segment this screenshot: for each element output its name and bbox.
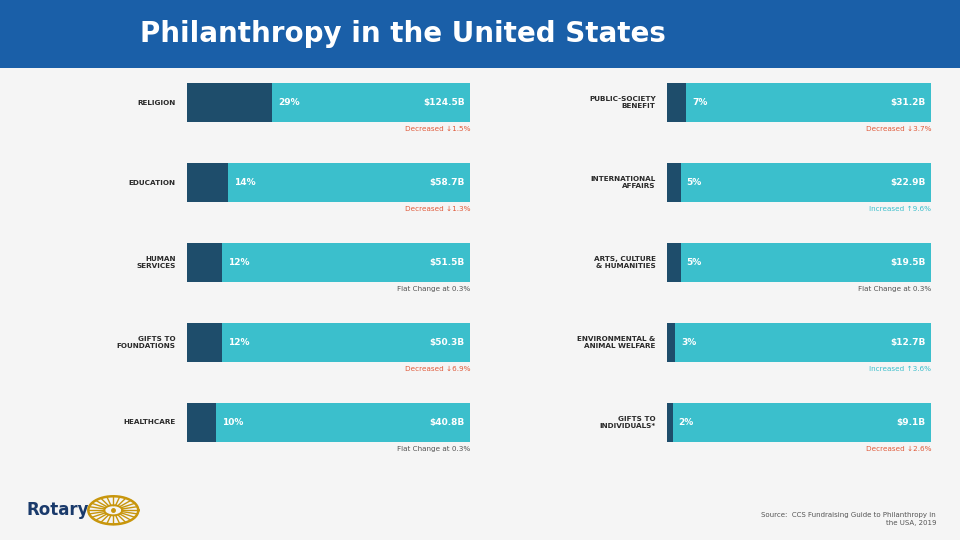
Text: $9.1B: $9.1B <box>897 418 925 427</box>
Text: Increased ↑3.6%: Increased ↑3.6% <box>869 366 931 372</box>
FancyBboxPatch shape <box>667 83 686 122</box>
Text: INTERNATIONAL
AFFAIRS: INTERNATIONAL AFFAIRS <box>590 176 656 189</box>
FancyBboxPatch shape <box>223 243 470 282</box>
Text: HEALTHCARE: HEALTHCARE <box>124 419 176 426</box>
Text: Decreased ↓1.3%: Decreased ↓1.3% <box>405 206 470 212</box>
Text: RELIGION: RELIGION <box>137 99 176 106</box>
Text: $58.7B: $58.7B <box>429 178 465 187</box>
Text: 7%: 7% <box>692 98 708 107</box>
Text: Decreased ↓3.7%: Decreased ↓3.7% <box>866 126 931 132</box>
Text: Flat Change at 0.3%: Flat Change at 0.3% <box>397 446 470 452</box>
Text: 10%: 10% <box>223 418 244 427</box>
Text: Flat Change at 0.3%: Flat Change at 0.3% <box>397 286 470 292</box>
FancyBboxPatch shape <box>187 163 228 202</box>
Text: GIFTS TO
FOUNDATIONS: GIFTS TO FOUNDATIONS <box>117 335 176 349</box>
Text: ARTS, CULTURE
& HUMANITIES: ARTS, CULTURE & HUMANITIES <box>593 255 656 269</box>
Text: PUBLIC-SOCIETY
BENEFIT: PUBLIC-SOCIETY BENEFIT <box>588 96 656 109</box>
Text: 14%: 14% <box>234 178 255 187</box>
Text: EDUCATION: EDUCATION <box>129 179 176 186</box>
Text: HUMAN
SERVICES: HUMAN SERVICES <box>136 255 176 269</box>
Text: 5%: 5% <box>686 178 702 187</box>
Text: Flat Change at 0.3%: Flat Change at 0.3% <box>858 286 931 292</box>
Text: $22.9B: $22.9B <box>890 178 925 187</box>
FancyBboxPatch shape <box>217 403 470 442</box>
FancyBboxPatch shape <box>187 243 223 282</box>
Text: 3%: 3% <box>682 338 696 347</box>
Text: $50.3B: $50.3B <box>429 338 465 347</box>
Text: $51.5B: $51.5B <box>429 258 465 267</box>
Text: $12.7B: $12.7B <box>890 338 925 347</box>
Text: Increased ↑9.6%: Increased ↑9.6% <box>869 206 931 212</box>
Text: $31.2B: $31.2B <box>890 98 925 107</box>
Text: Philanthropy in the United States: Philanthropy in the United States <box>140 20 666 48</box>
Text: $19.5B: $19.5B <box>890 258 925 267</box>
FancyBboxPatch shape <box>223 323 470 362</box>
Text: Decreased ↓2.6%: Decreased ↓2.6% <box>866 446 931 452</box>
Text: Decreased ↓6.9%: Decreased ↓6.9% <box>405 366 470 372</box>
Text: 5%: 5% <box>686 258 702 267</box>
FancyBboxPatch shape <box>681 243 931 282</box>
FancyBboxPatch shape <box>228 163 470 202</box>
FancyBboxPatch shape <box>673 403 931 442</box>
Text: GIFTS TO
INDIVIDUALS*: GIFTS TO INDIVIDUALS* <box>599 415 656 429</box>
FancyBboxPatch shape <box>187 323 223 362</box>
Text: 12%: 12% <box>228 338 250 347</box>
FancyBboxPatch shape <box>273 83 470 122</box>
FancyBboxPatch shape <box>187 403 217 442</box>
Text: ENVIRONMENTAL &
ANIMAL WELFARE: ENVIRONMENTAL & ANIMAL WELFARE <box>577 335 656 349</box>
Text: Source:  CCS Fundraising Guide to Philanthropy in
the USA, 2019: Source: CCS Fundraising Guide to Philant… <box>761 512 936 526</box>
FancyBboxPatch shape <box>187 83 273 122</box>
FancyBboxPatch shape <box>667 323 676 362</box>
FancyBboxPatch shape <box>676 323 931 362</box>
Text: $124.5B: $124.5B <box>423 98 465 107</box>
FancyBboxPatch shape <box>681 163 931 202</box>
Text: 2%: 2% <box>679 418 694 427</box>
FancyBboxPatch shape <box>0 0 960 68</box>
Text: Rotary: Rotary <box>27 501 89 519</box>
Text: 12%: 12% <box>228 258 250 267</box>
FancyBboxPatch shape <box>667 163 681 202</box>
Text: 29%: 29% <box>278 98 300 107</box>
FancyBboxPatch shape <box>686 83 931 122</box>
FancyBboxPatch shape <box>667 403 673 442</box>
FancyBboxPatch shape <box>667 243 681 282</box>
Text: Decreased ↓1.5%: Decreased ↓1.5% <box>405 126 470 132</box>
Text: $40.8B: $40.8B <box>429 418 465 427</box>
